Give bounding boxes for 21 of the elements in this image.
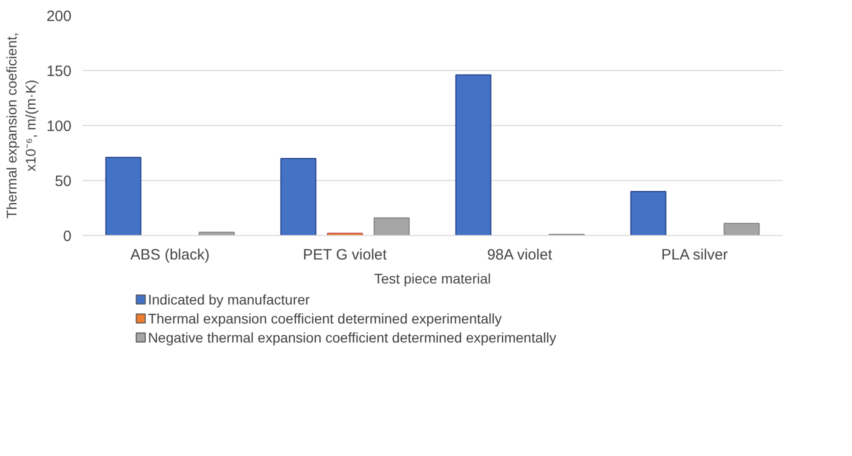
x-tick-label: PET G violet bbox=[302, 246, 388, 264]
bar bbox=[198, 232, 235, 236]
x-axis-title: Test piece material bbox=[374, 270, 491, 286]
y-tick-label: 150 bbox=[46, 63, 72, 80]
y-tick-label: 200 bbox=[46, 8, 72, 25]
bar bbox=[455, 74, 492, 236]
x-tick-label: ABS (black) bbox=[130, 246, 210, 264]
legend-label: Indicated by manufacturer bbox=[148, 292, 310, 308]
bar bbox=[374, 217, 410, 236]
bar bbox=[105, 156, 142, 236]
bar bbox=[280, 158, 316, 236]
legend-label: Thermal expansion coefficient determined experimentally bbox=[148, 310, 502, 326]
bar bbox=[724, 222, 760, 236]
x-tick-label: PLA silver bbox=[661, 246, 728, 264]
legend-label: Negative thermal expansion coefficient determined experimentally bbox=[148, 330, 556, 346]
y-tick-label: 100 bbox=[46, 118, 72, 135]
y-tick-label: 0 bbox=[63, 228, 72, 245]
bar bbox=[630, 191, 666, 236]
x-tick-label: 98A violet bbox=[487, 246, 553, 264]
y-axis-title: Thermal expansion coeficient, x10⁻⁶, m/(m·K) bbox=[3, 32, 38, 218]
y-tick-label: 50 bbox=[54, 173, 72, 190]
